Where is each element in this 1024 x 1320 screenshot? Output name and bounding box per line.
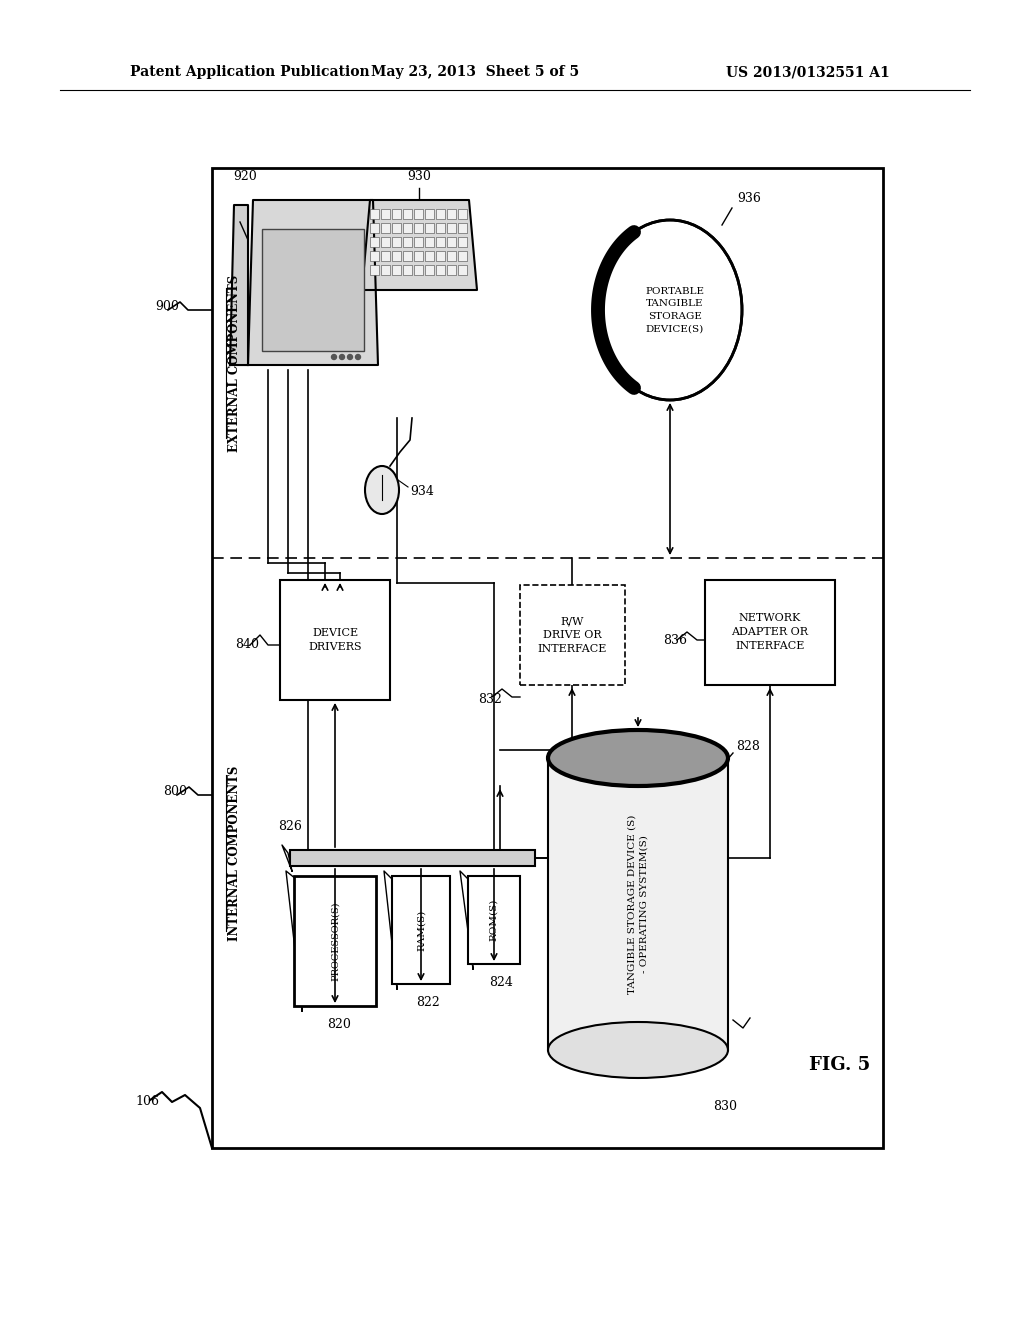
Circle shape xyxy=(332,355,337,359)
Circle shape xyxy=(340,355,344,359)
Text: 106: 106 xyxy=(135,1096,159,1107)
Bar xyxy=(392,265,401,275)
Text: PROCESSOR(S): PROCESSOR(S) xyxy=(331,902,340,981)
Bar xyxy=(436,238,445,247)
Bar xyxy=(381,251,390,261)
Bar xyxy=(447,251,456,261)
Bar xyxy=(458,265,467,275)
Text: Patent Application Publication: Patent Application Publication xyxy=(130,65,370,79)
Bar xyxy=(425,209,434,219)
Bar xyxy=(370,265,379,275)
Bar xyxy=(425,223,434,234)
Bar xyxy=(403,209,412,219)
Text: 800: 800 xyxy=(163,785,187,799)
Bar xyxy=(403,238,412,247)
Text: 934: 934 xyxy=(410,484,434,498)
Bar xyxy=(705,579,835,685)
Ellipse shape xyxy=(365,466,399,513)
Bar xyxy=(548,758,728,1049)
Bar xyxy=(447,238,456,247)
Ellipse shape xyxy=(548,730,728,785)
Text: 830: 830 xyxy=(713,1100,737,1113)
Bar xyxy=(403,265,412,275)
Bar xyxy=(381,223,390,234)
Text: ROM(S): ROM(S) xyxy=(489,899,499,941)
Bar xyxy=(447,265,456,275)
Bar xyxy=(392,209,401,219)
Circle shape xyxy=(347,355,352,359)
Bar xyxy=(403,251,412,261)
Bar xyxy=(447,223,456,234)
Bar xyxy=(392,238,401,247)
Text: 936: 936 xyxy=(737,191,761,205)
Text: TANGIBLE STORAGE DEVICE (S)
- OPERATING SYSTEM(S): TANGIBLE STORAGE DEVICE (S) - OPERATING … xyxy=(628,814,648,994)
Bar xyxy=(392,876,450,983)
Bar xyxy=(262,228,364,351)
Bar xyxy=(280,579,390,700)
Text: PORTABLE
TANGIBLE
STORAGE
DEVICE(S): PORTABLE TANGIBLE STORAGE DEVICE(S) xyxy=(645,286,705,333)
Bar xyxy=(370,223,379,234)
Text: 822: 822 xyxy=(416,997,439,1008)
Bar xyxy=(294,876,376,1006)
Polygon shape xyxy=(230,205,248,366)
Circle shape xyxy=(355,355,360,359)
Bar xyxy=(436,209,445,219)
Bar xyxy=(520,585,625,685)
Polygon shape xyxy=(362,201,477,290)
Text: NETWORK
ADAPTER OR
INTERFACE: NETWORK ADAPTER OR INTERFACE xyxy=(731,612,809,651)
Bar xyxy=(414,238,423,247)
Text: FIG. 5: FIG. 5 xyxy=(809,1056,870,1074)
Text: 828: 828 xyxy=(736,741,760,752)
Bar xyxy=(425,238,434,247)
Text: 836: 836 xyxy=(663,634,687,647)
Bar xyxy=(414,223,423,234)
Ellipse shape xyxy=(548,1022,728,1078)
Bar xyxy=(414,265,423,275)
Bar xyxy=(381,265,390,275)
Bar xyxy=(212,168,883,1148)
Bar xyxy=(458,209,467,219)
Bar xyxy=(458,238,467,247)
Text: DEVICE
DRIVERS: DEVICE DRIVERS xyxy=(308,628,361,652)
Bar xyxy=(425,265,434,275)
Bar xyxy=(414,209,423,219)
Text: May 23, 2013  Sheet 5 of 5: May 23, 2013 Sheet 5 of 5 xyxy=(371,65,579,79)
Ellipse shape xyxy=(598,220,742,400)
Bar xyxy=(425,251,434,261)
Bar xyxy=(436,251,445,261)
Text: 832: 832 xyxy=(478,693,502,706)
Bar xyxy=(392,223,401,234)
Bar xyxy=(370,209,379,219)
Text: US 2013/0132551 A1: US 2013/0132551 A1 xyxy=(726,65,890,79)
Polygon shape xyxy=(248,201,378,366)
Text: 930: 930 xyxy=(408,170,431,183)
Bar xyxy=(468,876,520,964)
Bar xyxy=(392,251,401,261)
Text: 826: 826 xyxy=(278,820,302,833)
Bar xyxy=(290,850,535,866)
Bar xyxy=(370,251,379,261)
Bar xyxy=(458,223,467,234)
Bar xyxy=(403,223,412,234)
Bar xyxy=(381,238,390,247)
Bar xyxy=(370,238,379,247)
Bar xyxy=(414,251,423,261)
Text: INTERNAL COMPONENTS: INTERNAL COMPONENTS xyxy=(227,766,241,941)
Text: 900: 900 xyxy=(155,300,179,313)
Text: 820: 820 xyxy=(327,1018,351,1031)
Bar xyxy=(458,251,467,261)
Text: 824: 824 xyxy=(489,975,513,989)
Text: RAM(S): RAM(S) xyxy=(417,909,426,950)
Bar xyxy=(447,209,456,219)
Text: EXTERNAL COMPONENTS: EXTERNAL COMPONENTS xyxy=(227,275,241,451)
Text: R/W
DRIVE OR
INTERFACE: R/W DRIVE OR INTERFACE xyxy=(538,616,606,653)
Bar xyxy=(436,223,445,234)
Bar xyxy=(436,265,445,275)
Bar xyxy=(381,209,390,219)
Text: 920: 920 xyxy=(233,170,257,183)
Text: 840: 840 xyxy=(234,639,259,652)
